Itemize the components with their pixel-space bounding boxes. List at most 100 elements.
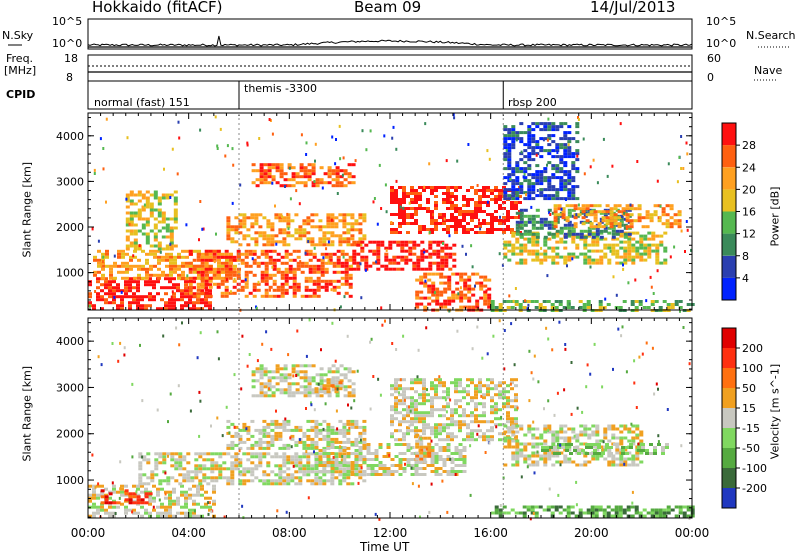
heatmap-cell	[567, 457, 572, 461]
heatmap-cell	[150, 473, 155, 477]
heatmap-cell	[444, 255, 449, 259]
heatmap-cell	[362, 437, 367, 441]
heatmap-cell	[498, 195, 502, 198]
heatmap-cell	[133, 249, 137, 253]
heatmap-cell	[142, 455, 147, 459]
heatmap-cell	[406, 192, 410, 195]
heatmap-cell	[344, 264, 349, 268]
heatmap-cell	[146, 458, 151, 462]
heatmap-cell	[204, 291, 209, 295]
heatmap-cell	[414, 189, 418, 192]
heatmap-cell	[503, 191, 508, 195]
heatmap-cell	[112, 280, 116, 284]
heatmap-cell	[232, 270, 237, 274]
heatmap-cell	[519, 243, 524, 247]
heatmap-cell	[503, 430, 508, 434]
heatmap-cell	[230, 225, 235, 229]
heatmap-cell	[234, 443, 239, 447]
heatmap-cell	[234, 458, 239, 462]
heatmap-cell	[430, 228, 434, 231]
heatmap-cell	[418, 195, 422, 198]
heatmap-cell	[136, 280, 140, 284]
heatmap-cell	[567, 179, 572, 183]
heatmap-cell	[547, 424, 552, 428]
heatmap-cell	[470, 213, 474, 216]
heatmap-cell	[153, 238, 158, 242]
heatmap-cell	[92, 487, 96, 491]
heatmap-cell	[230, 443, 235, 447]
heatmap-cell	[138, 464, 143, 468]
heatmap-cell	[238, 470, 243, 474]
heatmap-cell	[450, 467, 455, 470]
heatmap-cell	[422, 467, 427, 470]
heatmap-cell	[310, 237, 315, 241]
heatmap-cell	[101, 267, 105, 271]
heatmap-cell	[396, 261, 401, 265]
heatmap-cell	[410, 213, 414, 216]
heatmap-cell	[559, 122, 564, 126]
heatmap-cell	[238, 231, 243, 235]
heatmap-cell	[230, 237, 235, 241]
heatmap-cell	[316, 279, 321, 283]
heatmap-cell	[475, 272, 480, 276]
heatmap-cell	[356, 252, 361, 256]
heatmap-cell	[519, 252, 524, 256]
heatmap-cell	[324, 267, 329, 271]
heatmap-cell	[319, 379, 324, 383]
heatmap-cell	[196, 255, 201, 259]
heatmap-cell	[196, 264, 201, 268]
heatmap-cell	[488, 157, 491, 161]
heatmap-cell	[153, 190, 158, 194]
heatmap-cell	[342, 449, 347, 452]
heatmap-cell	[188, 267, 193, 271]
heatmap-cell	[565, 446, 569, 449]
heatmap-cell	[623, 258, 628, 262]
heatmap-cell	[391, 136, 394, 140]
heatmap-cell	[150, 470, 155, 474]
heatmap-cell	[553, 452, 557, 455]
heatmap-cell	[372, 261, 377, 265]
heatmap-cell	[454, 225, 458, 228]
heatmap-cell	[502, 186, 506, 189]
heatmap-cell	[443, 290, 448, 294]
heatmap-cell	[446, 443, 451, 446]
heatmap-cell	[637, 219, 642, 223]
heatmap-cell	[148, 304, 152, 308]
heatmap-cell	[324, 279, 329, 283]
heatmap-cell	[402, 467, 407, 470]
heatmap-cell	[555, 188, 560, 192]
heatmap-cell	[93, 255, 97, 259]
heatmap-cell	[625, 213, 630, 217]
heatmap-cell	[394, 378, 398, 382]
heatmap-cell	[567, 436, 572, 440]
heatmap-cell	[163, 167, 165, 171]
heatmap-cell	[168, 280, 172, 284]
heatmap-cell	[174, 464, 179, 468]
heatmap-cell	[336, 255, 341, 259]
heatmap-cell	[354, 464, 359, 467]
heatmap-cell	[133, 255, 137, 259]
heatmap-cell	[169, 242, 172, 246]
heatmap-cell	[446, 423, 450, 427]
heatmap-cell	[232, 285, 237, 289]
heatmap-cell	[184, 514, 188, 518]
heatmap-cell	[535, 463, 540, 467]
heatmap-cell	[555, 252, 560, 256]
heatmap-cell	[254, 219, 259, 223]
heatmap-cell	[523, 155, 528, 159]
heatmap-cell	[587, 261, 592, 265]
heatmap-cell	[342, 213, 347, 217]
heatmap-cell	[194, 470, 199, 474]
heatmap-cell	[330, 446, 335, 449]
heatmap-cell	[157, 244, 162, 248]
heatmap-cell	[109, 270, 113, 274]
heatmap-cell	[454, 420, 458, 424]
heatmap-cell	[270, 428, 275, 432]
heatmap-cell	[264, 288, 269, 292]
heatmap-cell	[244, 273, 249, 277]
heatmap-cell	[258, 437, 263, 441]
heatmap-cell	[428, 252, 433, 256]
heatmap-cell	[234, 431, 239, 435]
heatmap-cell	[251, 257, 254, 261]
heatmap-cell	[462, 438, 466, 442]
